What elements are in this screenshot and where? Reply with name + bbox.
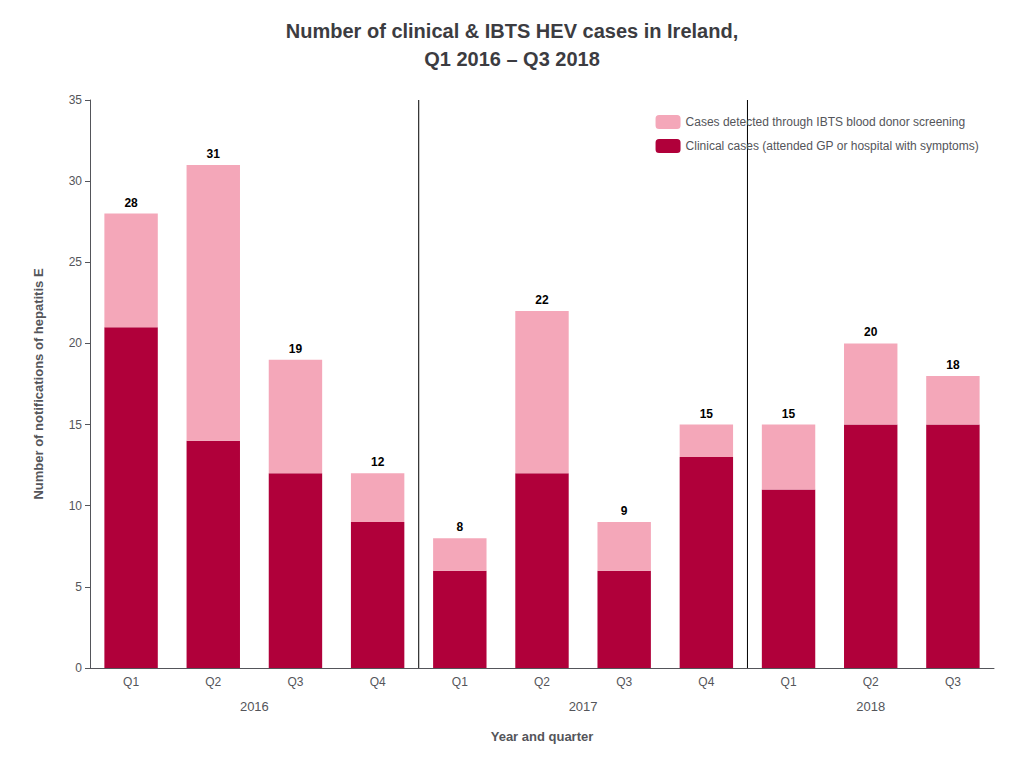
svg-text:Number of notifications of hep: Number of notifications of hepatitis E: [31, 268, 46, 499]
svg-text:22: 22: [535, 293, 549, 307]
svg-text:Q3: Q3: [287, 675, 303, 689]
svg-text:0: 0: [75, 661, 82, 675]
svg-text:20: 20: [864, 325, 878, 339]
svg-text:8: 8: [456, 520, 463, 534]
svg-text:Q2: Q2: [205, 675, 221, 689]
svg-text:28: 28: [124, 196, 138, 210]
svg-text:Q1: Q1: [452, 675, 468, 689]
svg-text:9: 9: [621, 504, 628, 518]
svg-text:2017: 2017: [569, 699, 598, 714]
svg-text:Q2: Q2: [534, 675, 550, 689]
svg-text:Q3: Q3: [945, 675, 961, 689]
svg-text:5: 5: [75, 580, 82, 594]
svg-text:10: 10: [69, 499, 83, 513]
svg-text:Q1: Q1: [123, 675, 139, 689]
svg-text:Q4: Q4: [698, 675, 714, 689]
svg-text:Q3: Q3: [616, 675, 632, 689]
svg-text:25: 25: [69, 255, 83, 269]
svg-text:2018: 2018: [856, 699, 885, 714]
svg-text:19: 19: [289, 342, 303, 356]
svg-text:15: 15: [782, 407, 796, 421]
svg-text:Cases detected through IBTS bl: Cases detected through IBTS blood donor …: [686, 115, 966, 129]
svg-text:30: 30: [69, 174, 83, 188]
svg-text:15: 15: [700, 407, 714, 421]
svg-text:2016: 2016: [240, 699, 269, 714]
svg-text:12: 12: [371, 455, 385, 469]
svg-text:31: 31: [207, 147, 221, 161]
svg-text:Number of clinical & IBTS HEV: Number of clinical & IBTS HEV cases in I…: [286, 20, 738, 42]
svg-text:Q1 2016 – Q3 2018: Q1 2016 – Q3 2018: [424, 48, 600, 70]
svg-text:18: 18: [946, 358, 960, 372]
svg-text:Q2: Q2: [863, 675, 879, 689]
svg-text:Clinical cases (attended GP or: Clinical cases (attended GP or hospital …: [686, 139, 979, 153]
svg-text:Q4: Q4: [370, 675, 386, 689]
svg-text:20: 20: [69, 336, 83, 350]
svg-text:15: 15: [69, 418, 83, 432]
svg-text:Q1: Q1: [781, 675, 797, 689]
svg-text:Year and quarter: Year and quarter: [491, 729, 594, 744]
svg-text:35: 35: [69, 93, 83, 107]
